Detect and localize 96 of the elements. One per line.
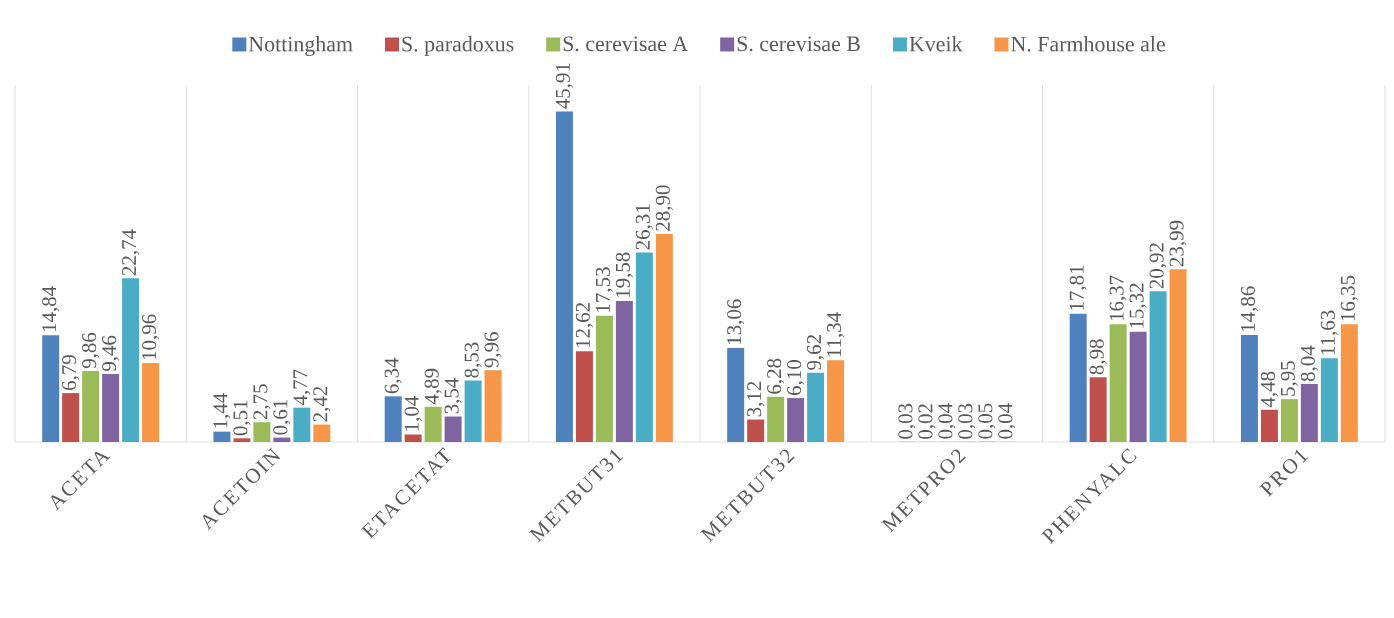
bar <box>787 398 805 442</box>
bar <box>827 360 845 442</box>
bar <box>444 416 462 442</box>
bar <box>767 396 785 442</box>
data-label: 17,53 <box>595 267 613 312</box>
legend-label: N. Farmhouse ale <box>1011 36 1165 52</box>
data-label: 11,34 <box>827 312 845 357</box>
bar <box>1340 324 1358 442</box>
data-label: 4,77 <box>293 369 311 406</box>
data-label: 6,34 <box>384 357 402 394</box>
data-label: 5,95 <box>1280 361 1298 396</box>
bar <box>595 315 613 442</box>
data-label: 22,74 <box>122 229 140 276</box>
data-label: 3,54 <box>444 378 462 414</box>
data-label: 0,04 <box>938 403 956 439</box>
legend-label: S. cerevisae A <box>563 36 689 52</box>
data-label: 4,89 <box>424 368 442 405</box>
bar <box>615 301 633 442</box>
data-label: 23,99 <box>1169 220 1187 267</box>
bar <box>1089 377 1107 442</box>
data-label: 9,86 <box>82 332 100 369</box>
legend-label: Kveik <box>909 36 963 52</box>
bar <box>404 434 422 442</box>
data-label: 10,96 <box>142 314 160 360</box>
bar <box>142 363 160 442</box>
data-label: 20,92 <box>1149 243 1167 289</box>
data-label: 0,51 <box>233 400 251 436</box>
bar <box>1069 313 1087 442</box>
bar <box>253 422 271 442</box>
bar <box>42 335 60 442</box>
data-label: 14,86 <box>1240 286 1258 331</box>
bar <box>555 111 573 442</box>
bar <box>1300 384 1318 442</box>
bar <box>464 380 482 442</box>
bar <box>1149 291 1167 442</box>
bar <box>273 437 291 442</box>
data-label: 16,35 <box>1340 275 1358 321</box>
data-label: 28,90 <box>655 185 673 231</box>
bar <box>82 371 100 442</box>
bar <box>1320 358 1338 442</box>
data-label: 9,62 <box>807 335 825 370</box>
bar <box>575 351 593 442</box>
data-label: 26,31 <box>635 204 653 250</box>
data-label: 6,10 <box>787 360 805 395</box>
bar <box>313 424 331 442</box>
legend-label: S. paradoxus <box>402 36 514 56</box>
data-label: 45,91 <box>555 63 573 109</box>
bar <box>655 233 673 442</box>
data-label: 0,02 <box>918 404 936 439</box>
data-label: 11,63 <box>1320 310 1338 355</box>
data-label: 16,37 <box>1109 275 1127 321</box>
data-label: 6,28 <box>767 358 785 394</box>
data-label: 2,75 <box>253 384 271 420</box>
bar <box>1109 324 1127 442</box>
data-label: 0,03 <box>898 403 916 439</box>
bar <box>727 347 745 442</box>
data-label: 9,96 <box>484 332 502 368</box>
data-label: 0,03 <box>958 403 976 439</box>
data-label: 8,04 <box>1300 345 1318 382</box>
data-label: 2,42 <box>313 386 331 422</box>
bar <box>384 396 402 442</box>
legend-label: S. cerevisae B <box>737 36 860 52</box>
data-label: 0,04 <box>998 403 1016 439</box>
bar <box>1240 335 1258 442</box>
bar <box>635 252 653 442</box>
bar <box>233 438 251 442</box>
data-label: 0,05 <box>978 403 996 439</box>
data-label: 9,46 <box>102 335 120 372</box>
data-label: 12,62 <box>575 303 593 348</box>
bar <box>484 370 502 442</box>
data-label: 17,81 <box>1069 265 1087 310</box>
bar <box>293 407 311 442</box>
data-label: 8,98 <box>1089 339 1107 375</box>
bar <box>122 278 140 442</box>
data-label: 4,48 <box>1260 371 1278 408</box>
data-label: 1,04 <box>404 396 422 431</box>
data-label: 19,58 <box>615 252 633 297</box>
data-label: 3,12 <box>747 381 765 417</box>
data-label: 6,79 <box>62 355 80 391</box>
bar <box>1260 409 1278 442</box>
bar <box>1280 399 1298 442</box>
bar <box>1129 331 1147 442</box>
bar <box>62 393 80 442</box>
bar <box>213 431 231 442</box>
data-label: 13,06 <box>727 299 745 344</box>
data-label: 15,32 <box>1129 283 1147 328</box>
bar <box>424 406 442 442</box>
bar <box>747 419 765 442</box>
data-label: 14,84 <box>42 286 60 332</box>
bar <box>807 372 825 442</box>
data-label: 0,61 <box>273 400 291 435</box>
bar <box>102 373 120 442</box>
bar <box>1169 269 1187 442</box>
data-label: 8,53 <box>464 342 482 378</box>
legend-label: Nottingham <box>248 36 353 57</box>
data-label: 1,44 <box>213 393 231 428</box>
